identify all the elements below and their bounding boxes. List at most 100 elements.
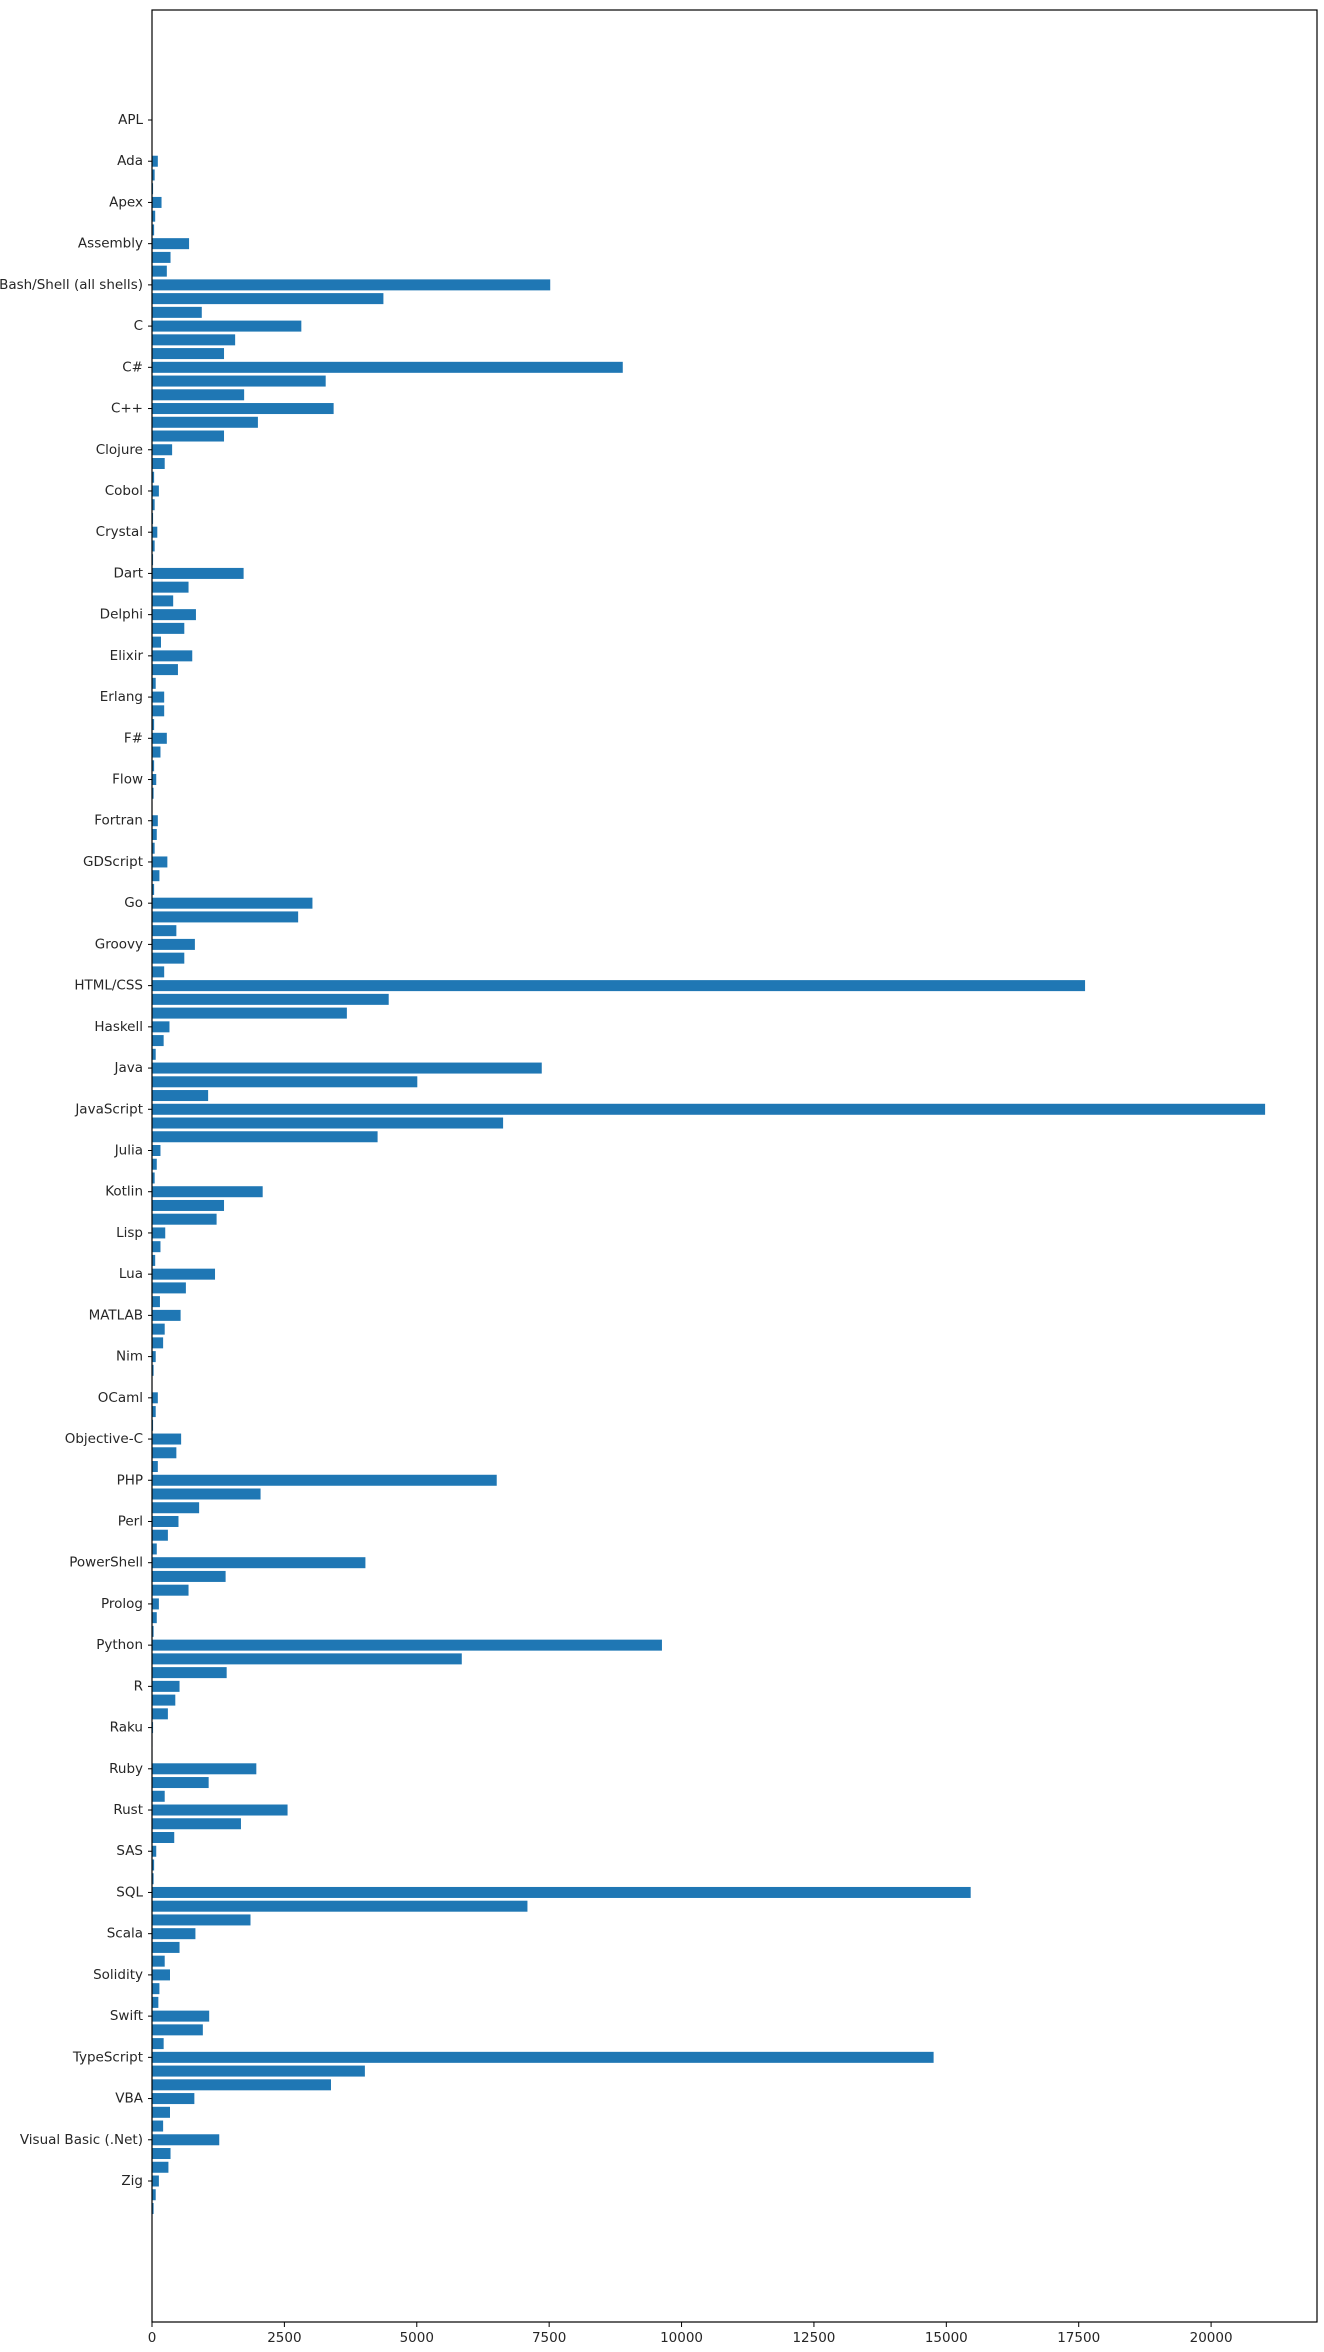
y-tick-label: Raku xyxy=(110,1720,143,1736)
bar xyxy=(152,1859,155,1871)
bar xyxy=(152,375,326,387)
bar xyxy=(152,1131,378,1143)
bar xyxy=(152,169,155,181)
bar xyxy=(152,1309,181,1321)
y-tick-label: Lua xyxy=(119,1266,143,1282)
bar xyxy=(152,196,162,208)
bar xyxy=(152,815,158,827)
bar xyxy=(152,1268,216,1280)
y-tick-label: Rust xyxy=(113,1802,143,1818)
bar xyxy=(152,1955,165,1967)
bar xyxy=(152,2065,365,2077)
bar xyxy=(152,1337,164,1349)
y-tick-label: C xyxy=(134,318,143,334)
bar xyxy=(152,1557,366,1569)
bar xyxy=(152,1790,165,1802)
bar xyxy=(152,581,189,593)
bar xyxy=(152,952,185,964)
bar xyxy=(152,1818,241,1830)
y-tick-label: Julia xyxy=(114,1143,143,1159)
y-tick-label: PowerShell xyxy=(69,1555,143,1571)
bar xyxy=(152,842,155,854)
y-tick-label: Zig xyxy=(121,2173,143,2189)
y-tick-label: Flow xyxy=(112,772,143,788)
bar xyxy=(152,1461,158,1473)
bar xyxy=(152,2161,169,2173)
y-tick-label: HTML/CSS xyxy=(74,978,143,994)
bar xyxy=(152,2202,154,2214)
bar xyxy=(152,306,202,318)
bars-layer xyxy=(152,155,1266,2214)
bar xyxy=(152,1213,217,1225)
y-tick-label: SAS xyxy=(116,1843,143,1859)
x-axis: 0 2500 5000 7500 10000 12500 15000 17500 20000 xyxy=(148,2322,1233,2346)
bar xyxy=(152,636,161,648)
y-tick-label: SQL xyxy=(116,1884,143,1900)
bar xyxy=(152,1406,156,1418)
bar xyxy=(152,1199,225,1211)
bar xyxy=(152,1502,200,1514)
bar xyxy=(152,966,165,978)
y-tick-label: R xyxy=(134,1678,143,1694)
bar xyxy=(152,1145,161,1156)
bar xyxy=(152,760,155,772)
x-tick-label: 12500 xyxy=(792,2330,835,2346)
bar xyxy=(152,224,155,236)
bar xyxy=(152,609,196,621)
y-tick-label: Cobol xyxy=(105,483,143,499)
y-tick-label: Perl xyxy=(118,1513,143,1529)
y-tick-label: MATLAB xyxy=(89,1307,143,1323)
y-tick-label: Solidity xyxy=(93,1967,143,1983)
y-tick-label: Go xyxy=(124,895,143,911)
y-tick-label: Nim xyxy=(116,1349,143,1365)
bar xyxy=(152,2024,203,2036)
bar xyxy=(152,471,155,483)
bar xyxy=(152,691,165,703)
bar xyxy=(152,210,156,222)
bar xyxy=(152,1914,251,1926)
bar xyxy=(152,2010,210,2022)
bar xyxy=(152,595,174,607)
bar xyxy=(152,1543,157,1555)
bar xyxy=(152,1254,156,1266)
bar xyxy=(152,1941,180,1953)
bar xyxy=(152,1447,177,1459)
y-tick-label: Erlang xyxy=(100,689,143,705)
y-tick-label: Java xyxy=(113,1060,143,1076)
bar xyxy=(152,1021,170,1033)
bar xyxy=(152,2093,195,2105)
bar xyxy=(152,1598,159,1610)
y-tick-label: OCaml xyxy=(98,1390,143,1406)
bar xyxy=(152,1639,662,1651)
bar xyxy=(152,1886,971,1898)
y-tick-label: Groovy xyxy=(95,936,143,952)
y-tick-label: Apex xyxy=(109,194,143,210)
bar xyxy=(152,883,155,895)
y-tick-label: JavaScript xyxy=(74,1101,143,1117)
bar xyxy=(152,444,173,456)
x-tick-label: 7500 xyxy=(532,2330,566,2346)
bar xyxy=(152,1983,160,1995)
bar xyxy=(152,870,160,882)
bar xyxy=(152,1364,154,1376)
bar xyxy=(152,938,195,950)
bar xyxy=(152,279,551,291)
bar xyxy=(152,403,334,415)
bar xyxy=(152,856,168,868)
bar xyxy=(152,1996,159,2008)
bar xyxy=(152,2148,171,2160)
bar xyxy=(152,1777,209,1789)
y-tick-label: Dart xyxy=(113,565,143,581)
bar xyxy=(152,1873,154,1885)
y-tick-label: Clojure xyxy=(96,442,143,458)
bar xyxy=(152,1090,209,1102)
bar xyxy=(152,1172,155,1184)
bar xyxy=(152,1062,542,1074)
bar xyxy=(152,2120,164,2132)
y-tick-label: Lisp xyxy=(116,1225,143,1241)
bar xyxy=(152,746,161,758)
bar xyxy=(152,1007,347,1019)
bar xyxy=(152,1103,1266,1115)
bar xyxy=(152,1035,164,1047)
